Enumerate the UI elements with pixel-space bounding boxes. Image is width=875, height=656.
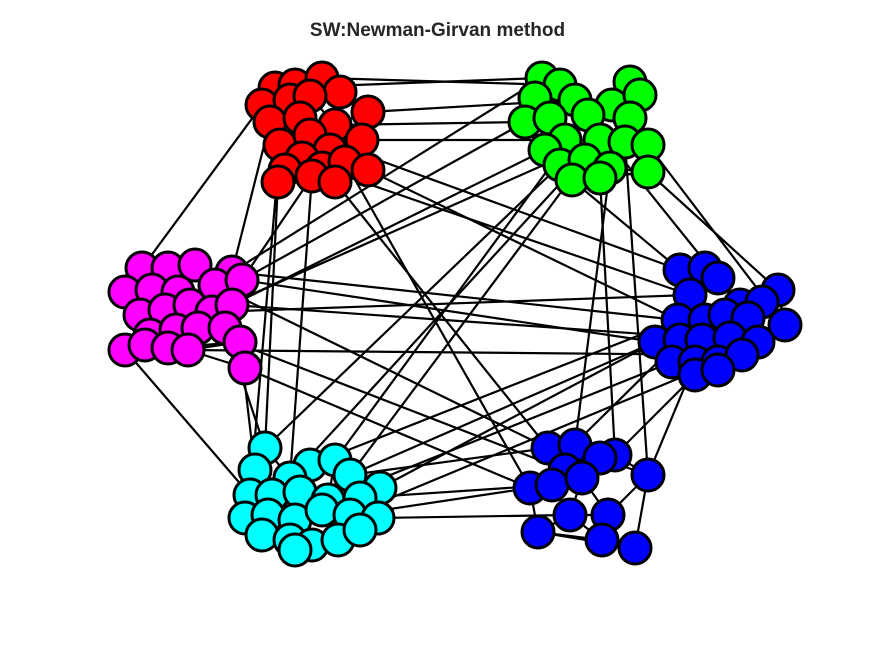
inter-edge bbox=[379, 341, 656, 489]
node-red bbox=[322, 74, 358, 110]
inter-edge bbox=[141, 104, 263, 269]
plot-title: SW:Newman-Girvan method bbox=[309, 20, 566, 41]
inter-edge bbox=[349, 340, 656, 477]
inter-edge bbox=[321, 76, 561, 87]
node-blue-bottom bbox=[564, 460, 600, 496]
inter-edge bbox=[241, 278, 656, 344]
node-green bbox=[582, 160, 618, 196]
node-blue-right bbox=[767, 307, 803, 343]
node-blue-right bbox=[700, 260, 736, 296]
inter-edge bbox=[244, 366, 531, 490]
node-magenta bbox=[170, 332, 206, 368]
inter-edge bbox=[289, 139, 601, 479]
node-cyan bbox=[244, 517, 280, 553]
node-green bbox=[630, 154, 666, 190]
inter-edge bbox=[309, 318, 679, 467]
inter-edge bbox=[231, 270, 679, 322]
inter-edge bbox=[211, 138, 601, 314]
inter-edge bbox=[367, 169, 679, 321]
node-blue-bottom bbox=[584, 522, 620, 558]
node-blue-bottom bbox=[520, 514, 556, 550]
node-blue-bottom bbox=[617, 530, 653, 566]
inter-edge bbox=[124, 349, 251, 496]
node-blue-bottom bbox=[534, 467, 570, 503]
inter-edge bbox=[349, 159, 586, 476]
node-layer bbox=[107, 60, 803, 568]
inter-edge bbox=[573, 167, 612, 446]
node-magenta bbox=[227, 350, 263, 386]
inter-edge bbox=[571, 179, 681, 271]
node-red bbox=[260, 164, 296, 200]
node-cyan bbox=[304, 492, 340, 528]
inter-edge bbox=[598, 177, 617, 456]
inter-edge bbox=[214, 284, 549, 449]
node-cyan bbox=[342, 512, 378, 548]
node-blue-bottom bbox=[552, 497, 588, 533]
inter-edge bbox=[349, 446, 549, 477]
node-blue-right bbox=[700, 352, 736, 388]
node-cyan bbox=[277, 532, 313, 568]
node-blue-bottom bbox=[630, 457, 666, 493]
node-red bbox=[317, 164, 353, 200]
inter-edge bbox=[263, 181, 280, 449]
inter-edge bbox=[231, 77, 543, 273]
inter-edge bbox=[614, 374, 696, 456]
inter-edge bbox=[344, 161, 531, 489]
inter-edge bbox=[623, 141, 650, 476]
inter-edge bbox=[321, 166, 691, 297]
inter-edge bbox=[241, 121, 526, 281]
node-red bbox=[350, 94, 386, 130]
node-red bbox=[350, 152, 386, 188]
